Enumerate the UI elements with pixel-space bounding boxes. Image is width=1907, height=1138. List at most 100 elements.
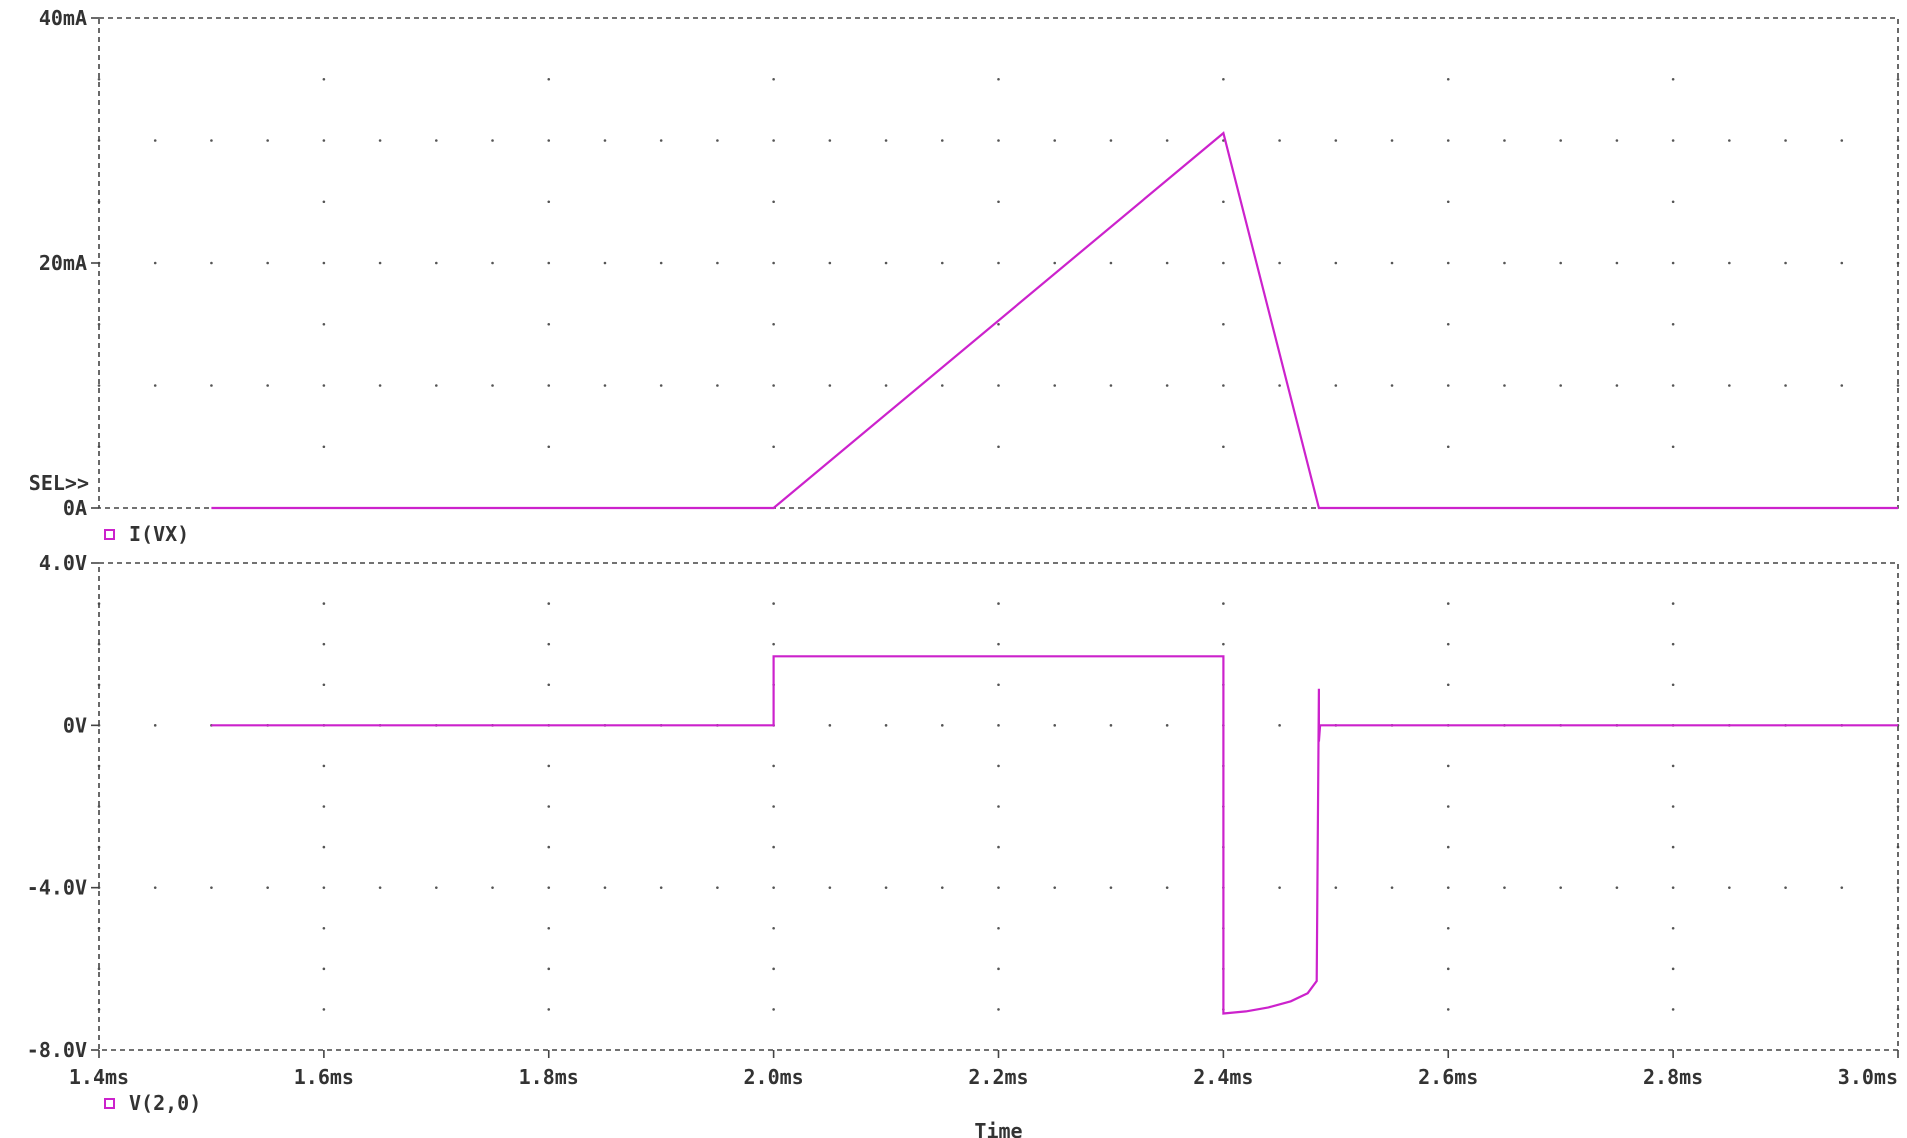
grid-dot — [547, 886, 551, 889]
grid-dot — [547, 845, 551, 849]
grid-dot — [1615, 139, 1619, 142]
series-line-v-2-0 — [211, 655, 1898, 1015]
grid-dot — [716, 139, 719, 142]
y-tick-label: 20mA — [39, 251, 87, 275]
grid-dot — [1446, 764, 1450, 768]
grid-dot — [1334, 886, 1338, 889]
grid-dot — [772, 805, 775, 808]
grid-dot — [1390, 886, 1394, 889]
grid-dot — [547, 1008, 551, 1011]
grid-dot — [435, 384, 438, 387]
grid-dot — [1390, 139, 1394, 142]
grid-dot — [828, 724, 832, 727]
grid-dot — [322, 322, 326, 326]
grid-dot — [1615, 261, 1619, 265]
grid-dot — [884, 886, 888, 889]
grid-dot — [97, 322, 101, 326]
grid-dot — [1671, 967, 1675, 971]
grid-dot — [772, 200, 775, 204]
x-tick-label: 2.2ms — [968, 1065, 1028, 1089]
grid-dot — [547, 642, 551, 646]
grid-dot — [547, 261, 551, 265]
grid-dot — [322, 1008, 326, 1011]
grid-dot — [1278, 139, 1281, 142]
grid-dot — [1896, 384, 1900, 387]
grid-dot — [772, 261, 775, 265]
grid-dot — [1278, 886, 1281, 889]
grid-dot — [1446, 602, 1450, 605]
grid-dot — [378, 139, 382, 142]
grid-dot — [772, 845, 775, 849]
x-axis-title: Time — [974, 1119, 1022, 1138]
grid-dot — [1784, 139, 1787, 142]
grid-dot — [547, 445, 551, 449]
grid-dot — [547, 967, 551, 971]
grid-dot — [1784, 886, 1787, 889]
grid-dot — [1503, 384, 1506, 387]
grid-dot — [997, 926, 1000, 930]
grid-dot — [716, 886, 719, 889]
grid-dot — [1896, 322, 1900, 326]
grid-dot — [1896, 642, 1900, 646]
grid-dot — [1109, 724, 1113, 727]
grid-dot — [210, 139, 213, 142]
grid-dot — [97, 384, 101, 387]
grid-dot — [1728, 384, 1731, 387]
grid-dot — [97, 967, 101, 971]
grid-dot — [603, 139, 607, 142]
grid-dot — [884, 139, 888, 142]
grid-dot — [322, 139, 326, 142]
grid-dot — [1671, 764, 1675, 768]
grid-dot — [1222, 200, 1225, 204]
grid-dot — [997, 805, 1000, 808]
grid-dot — [772, 764, 775, 768]
grid-dot — [1053, 886, 1057, 889]
bottom-grid — [97, 602, 1900, 1011]
grid-dot — [997, 445, 1000, 449]
top-y-ticks: 40mA 20mA 0A — [39, 6, 99, 520]
grid-dot — [1278, 724, 1281, 727]
bottom-y-ticks: 4.0V 0V -4.0V -8.0V — [27, 551, 99, 1062]
grid-dot — [1671, 139, 1675, 142]
x-tick-label: 2.0ms — [744, 1065, 804, 1089]
grid-dot — [1053, 261, 1057, 265]
grid-dot — [1222, 384, 1225, 387]
legend-marker-v-2-0 — [104, 1098, 115, 1109]
series-line-i-vx — [211, 131, 1898, 510]
grid-dot — [997, 602, 1000, 605]
y-tick-label: -8.0V — [27, 1038, 87, 1062]
grid-dot — [997, 683, 1000, 687]
x-tick-label: 2.8ms — [1643, 1065, 1703, 1089]
grid-dot — [1784, 384, 1787, 387]
grid-dot — [1334, 139, 1338, 142]
grid-dot — [266, 261, 269, 265]
y-tick-label: -4.0V — [27, 876, 87, 900]
grid-dot — [1165, 261, 1169, 265]
x-tick-label: 2.4ms — [1193, 1065, 1253, 1089]
grid-dot — [1840, 261, 1844, 265]
grid-dot — [547, 322, 551, 326]
grid-dot — [1840, 886, 1844, 889]
grid-dot — [603, 384, 607, 387]
grid-dot — [1109, 384, 1113, 387]
grid-dot — [1671, 384, 1675, 387]
grid-dot — [828, 139, 832, 142]
grid-dot — [1053, 384, 1057, 387]
grid-dot — [997, 642, 1000, 646]
grid-dot — [884, 384, 888, 387]
grid-dot — [772, 445, 775, 449]
grid-dot — [997, 724, 1000, 727]
grid-dot — [1446, 967, 1450, 971]
grid-dot — [772, 322, 775, 326]
grid-dot — [828, 261, 832, 265]
grid-dot — [322, 764, 326, 768]
grid-dot — [1559, 261, 1562, 265]
grid-dot — [772, 77, 775, 81]
grid-dot — [266, 384, 269, 387]
grid-dot — [1109, 886, 1113, 889]
grid-dot — [772, 926, 775, 930]
grid-dot — [1446, 642, 1450, 646]
grid-dot — [322, 926, 326, 930]
grid-dot — [322, 77, 326, 81]
grid-dot — [1222, 261, 1225, 265]
